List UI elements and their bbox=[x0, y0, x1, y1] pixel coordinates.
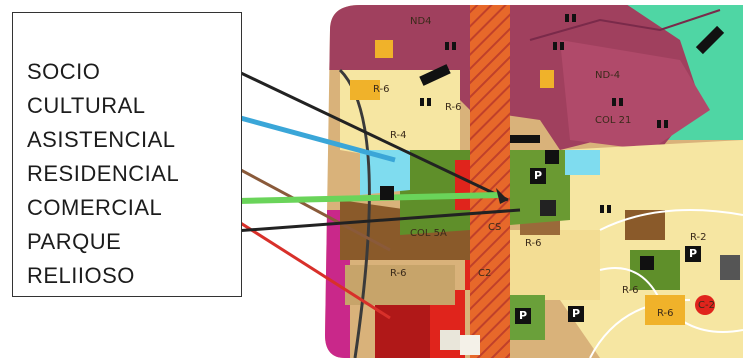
block bbox=[460, 335, 480, 355]
block bbox=[440, 330, 460, 350]
zone-label: ND-4 bbox=[595, 70, 621, 81]
legend-item-cultural: CULTURAL bbox=[27, 93, 146, 118]
park-zone-east bbox=[630, 250, 680, 290]
legend-item-residencial: RESIDENCIAL bbox=[27, 161, 180, 186]
zone-label: COL 21 bbox=[595, 115, 632, 126]
pointer-socio bbox=[221, 62, 509, 202]
building-block bbox=[695, 25, 725, 55]
zone-label: ND4 bbox=[410, 16, 432, 27]
zone-label: R-6 bbox=[622, 285, 639, 296]
residential-yellow-zone-mid bbox=[500, 230, 600, 300]
label-patch bbox=[645, 295, 685, 325]
assistance-zone-east bbox=[565, 150, 600, 175]
residential-pink-zone-east bbox=[560, 40, 710, 150]
building-block bbox=[419, 64, 451, 86]
zone-label: CS bbox=[488, 222, 502, 233]
zone-label: R-6 bbox=[657, 308, 674, 319]
building-icon bbox=[640, 256, 654, 270]
legend-item-parque: PARQUE bbox=[27, 229, 122, 254]
parking-icon: P bbox=[530, 168, 546, 184]
zone-label: C-2 bbox=[698, 300, 715, 311]
parking-icon: P bbox=[515, 308, 531, 324]
building-markers bbox=[420, 14, 668, 213]
label-patch bbox=[350, 80, 380, 100]
commercial-point bbox=[695, 295, 715, 315]
zone-label: C2 bbox=[478, 268, 492, 279]
church-icon bbox=[540, 200, 556, 216]
building-icon bbox=[545, 150, 559, 164]
legend-item-socio: SOCIO bbox=[27, 59, 101, 84]
legend-box: SOCIO CULTURAL ASISTENCIAL RESIDENCIAL C… bbox=[12, 12, 242, 297]
building-block bbox=[510, 135, 540, 143]
pointer-arrowhead bbox=[496, 188, 508, 204]
parking-icon: P bbox=[685, 246, 701, 262]
road-north bbox=[529, 9, 721, 41]
zone-label: R-6 bbox=[373, 84, 390, 95]
label-patch bbox=[540, 70, 554, 88]
zone-label: R-6 bbox=[445, 102, 462, 113]
zone-label: R-2 bbox=[690, 232, 707, 243]
zone-label: R-6 bbox=[525, 238, 542, 249]
legend-item-asistencial: ASISTENCIAL bbox=[27, 127, 176, 152]
building-block bbox=[720, 255, 740, 280]
zone-label: COL 5A bbox=[410, 228, 447, 239]
zone-label: R-4 bbox=[390, 130, 407, 141]
assistance-zone bbox=[360, 150, 410, 195]
corridor bbox=[470, 5, 510, 358]
zone-label: R-6 bbox=[390, 268, 407, 279]
road-east bbox=[599, 209, 743, 231]
parking-icon: P bbox=[568, 306, 584, 322]
commercial-zone-c bbox=[375, 300, 430, 358]
legend-item-religioso: RELIIOSO bbox=[27, 263, 135, 288]
label-patch bbox=[375, 40, 393, 58]
legend-item-comercial: COMERCIAL bbox=[27, 195, 163, 220]
building-icon bbox=[380, 186, 394, 200]
